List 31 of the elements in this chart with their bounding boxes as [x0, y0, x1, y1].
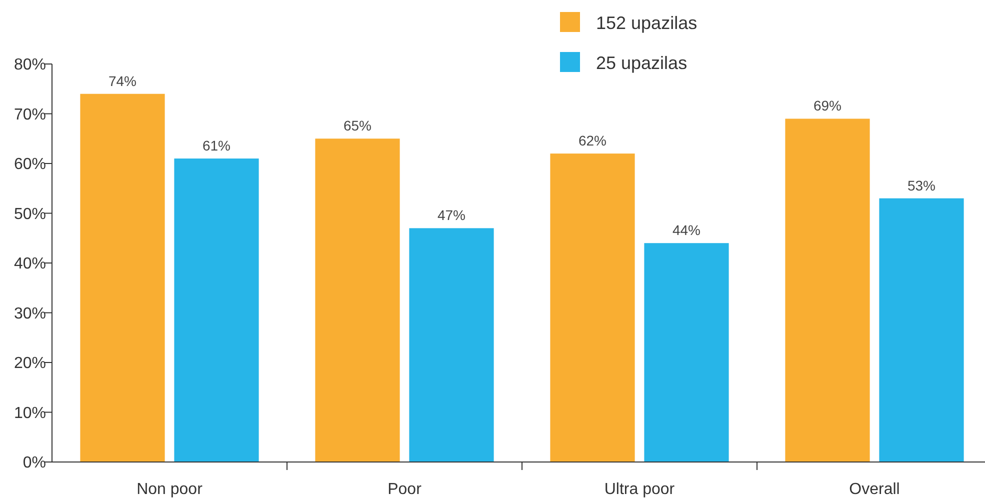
- x-tick-label: Poor: [388, 481, 422, 498]
- bar: [80, 94, 165, 462]
- y-tick-label: 60%: [14, 156, 46, 174]
- bar: [315, 138, 400, 462]
- y-tick-label: 50%: [14, 206, 46, 223]
- bar: [785, 118, 870, 462]
- y-tick-label: 20%: [14, 355, 46, 372]
- bar: [879, 198, 964, 462]
- data-label: 53%: [907, 177, 936, 194]
- data-label: 44%: [672, 222, 701, 238]
- bar: [644, 243, 729, 462]
- x-tick-label: Non poor: [136, 481, 204, 498]
- data-label: 74%: [108, 72, 137, 89]
- data-label: 47%: [437, 207, 466, 224]
- x-tick-label: Overall: [849, 481, 900, 498]
- data-label: 62%: [578, 132, 607, 149]
- y-tick-label: 0%: [22, 454, 46, 472]
- data-label: 61%: [202, 138, 231, 154]
- x-tick-label: Ultra poor: [604, 481, 676, 498]
- legend-label: 25 upazilas: [596, 53, 688, 73]
- y-tick-label: 10%: [14, 404, 46, 422]
- y-tick-label: 80%: [14, 56, 46, 74]
- bar: [550, 154, 635, 462]
- bar: [174, 158, 259, 462]
- data-label: 69%: [813, 98, 842, 114]
- legend-label: 152 upazilas: [596, 13, 698, 33]
- data-label: 65%: [343, 118, 372, 134]
- y-tick-label: 30%: [14, 305, 46, 322]
- y-tick-label: 70%: [14, 106, 46, 124]
- bar: [409, 228, 494, 462]
- y-tick-label: 40%: [14, 256, 46, 273]
